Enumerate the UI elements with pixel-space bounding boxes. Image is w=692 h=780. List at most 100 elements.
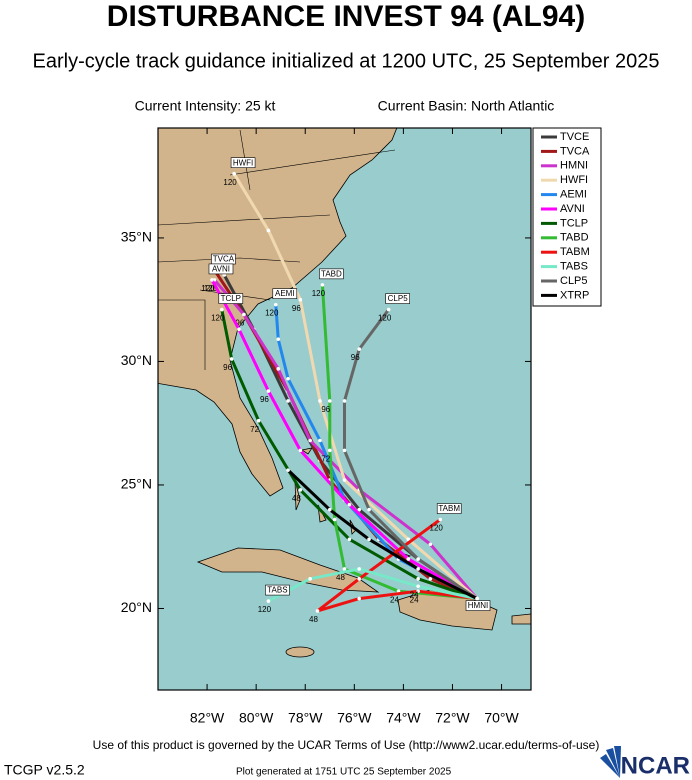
north-america — [158, 128, 398, 497]
x-tick-label: 74°W — [386, 710, 421, 726]
x-tick-label: 78°W — [288, 710, 323, 726]
track-point — [347, 537, 352, 542]
title: DISTURBANCE INVEST 94 (AL94) — [107, 0, 585, 33]
track-point — [357, 567, 362, 571]
hour-label: 120 — [201, 284, 215, 293]
hour-label: 96 — [292, 304, 301, 313]
logo-text: NCAR — [621, 752, 690, 779]
bahamas — [294, 447, 412, 561]
name-box — [385, 293, 410, 304]
track-point — [276, 337, 281, 342]
legend-label: TABM — [560, 246, 590, 258]
hour-label: 120 — [265, 309, 279, 318]
track-point — [286, 376, 290, 381]
hour-label: 72 — [250, 425, 259, 434]
track-point — [276, 367, 281, 371]
track-point — [242, 312, 246, 317]
name-box-label: TCLP — [221, 294, 241, 303]
name-box — [272, 288, 298, 299]
track-point — [475, 596, 479, 601]
track-point — [416, 567, 420, 571]
hour-label: 120 — [258, 605, 272, 614]
track-point — [273, 302, 278, 307]
track-point — [298, 488, 303, 492]
track-point — [256, 418, 261, 423]
y-tick-label: 35°N — [121, 229, 152, 245]
track-point — [357, 347, 362, 351]
track-point — [347, 502, 352, 507]
axes: 82°W 80°W 78°W 76°W 74°W 72°W 70°W 20°N 25°N 30°N… — [121, 128, 531, 726]
name-box-label: CLP5 — [388, 294, 409, 303]
track-point — [320, 283, 325, 287]
hour-label: 48 — [292, 494, 301, 503]
track-line — [316, 518, 478, 613]
hour-label: 120 — [204, 284, 218, 293]
track-point — [357, 507, 362, 512]
y-tick-label: 20°N — [121, 599, 152, 615]
hour-label: 120 — [378, 314, 392, 323]
puerto-rico — [511, 613, 531, 625]
legend-label: CLP5 — [560, 275, 588, 287]
track-point — [406, 537, 411, 542]
legend-label: TCLP — [560, 217, 588, 229]
name-box — [436, 503, 462, 514]
x-tick-label: 72°W — [435, 710, 470, 726]
y-tick-label: 30°N — [121, 352, 152, 368]
hour-label: 120 — [312, 289, 326, 298]
track-point — [229, 357, 234, 361]
track-point — [367, 507, 371, 512]
name-box-label: TVCA — [213, 255, 235, 264]
track-point — [298, 448, 303, 453]
track-point — [232, 171, 236, 176]
hour-label: 120 — [211, 314, 225, 323]
track-point — [428, 542, 433, 547]
legend-label: TABD — [560, 232, 589, 244]
track-point — [308, 577, 312, 581]
name-box — [465, 600, 491, 611]
track-point — [416, 589, 420, 593]
track-point — [428, 577, 433, 581]
track-point — [286, 399, 290, 403]
version: TCGP v2.5.2 — [4, 762, 85, 778]
x-tick-label: 80°W — [239, 710, 274, 726]
legend-label: XTRP — [560, 289, 589, 301]
hour-label: 48 — [309, 615, 318, 624]
track-point — [386, 307, 391, 312]
track-point — [315, 609, 320, 613]
track-point — [438, 517, 443, 522]
legend-label: AEMI — [560, 189, 587, 201]
legend-label: AVNI — [560, 203, 585, 215]
tracks: 96 120 96 120 120 96 120 48 72 96 120 24 48 72 96 120 24… — [201, 157, 491, 624]
track-point — [308, 438, 312, 443]
track-point — [266, 228, 271, 233]
hour-label: 48 — [336, 573, 345, 582]
map-area: 96 120 96 120 120 96 120 48 72 96 120 24 48 72 96 120 24… — [158, 128, 531, 690]
track-point — [357, 577, 362, 581]
hour-label: 72 — [321, 454, 330, 463]
name-box-label: HWFI — [233, 158, 253, 167]
name-box — [218, 293, 244, 304]
hour-label: 96 — [351, 353, 360, 362]
track-point — [367, 537, 371, 542]
name-box-label: HMNI — [468, 601, 488, 610]
name-box-label: TABS — [267, 586, 287, 595]
x-tick-label: 82°W — [190, 710, 225, 726]
legend: TVCE TVCA HMNI HWFI AEMI AVNI TCLP TABD TABM TABS… — [532, 127, 602, 307]
intensity: Current Intensity: 25 kt — [135, 98, 276, 114]
name-box — [230, 157, 256, 169]
track-point — [220, 307, 224, 312]
track-point — [298, 297, 303, 302]
logo-fan — [600, 746, 621, 778]
name-box — [265, 584, 290, 596]
x-tick-label: 76°W — [337, 710, 372, 726]
track-point — [342, 448, 347, 453]
legend-box — [532, 127, 602, 307]
hour-label: 96 — [223, 363, 232, 372]
track-point — [416, 577, 420, 581]
track-point — [318, 399, 322, 403]
track-point — [286, 468, 290, 472]
terms: Use of this product is governed by the U… — [93, 738, 600, 752]
track-point — [266, 389, 271, 393]
y-tick-label: 25°N — [121, 476, 152, 492]
